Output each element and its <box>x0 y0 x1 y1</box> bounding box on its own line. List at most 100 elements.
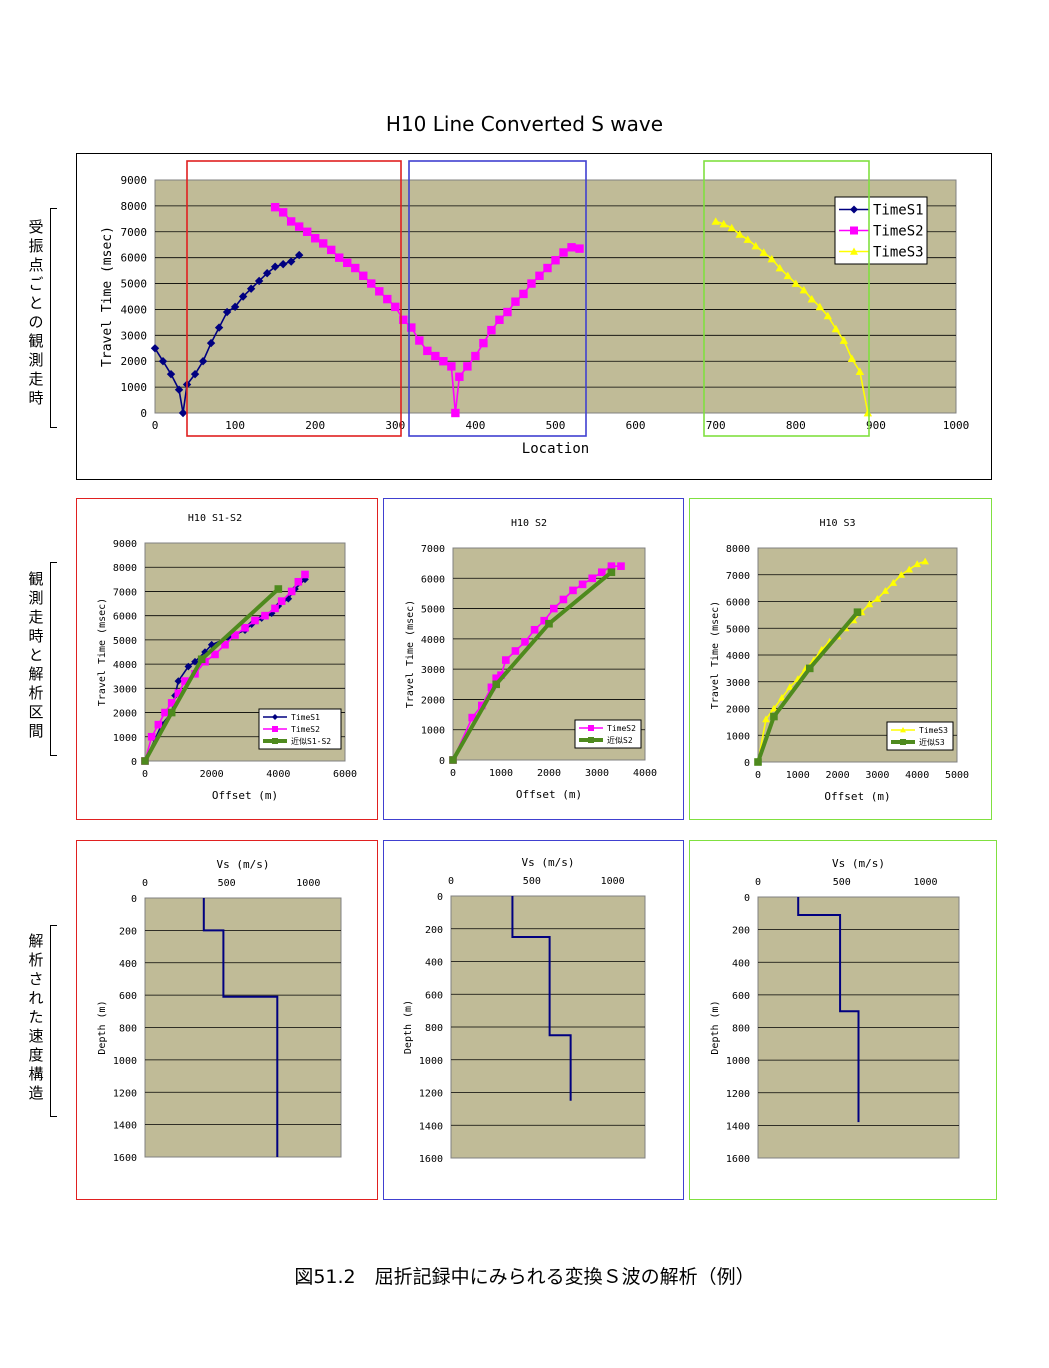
legend-label: TimeS2 <box>607 724 636 733</box>
y-tick-label: 1000 <box>726 1056 750 1067</box>
legend-label: TimeS3 <box>873 245 924 261</box>
data-point <box>383 294 392 304</box>
data-point <box>415 336 424 345</box>
x-tick-label: 3000 <box>865 770 889 781</box>
x-tick-label: 400 <box>465 419 485 432</box>
y-tick-label: 1400 <box>726 1121 750 1132</box>
x-tick-label: 1000 <box>913 877 937 888</box>
data-point <box>367 279 376 288</box>
data-point <box>569 586 577 595</box>
data-point <box>527 279 536 288</box>
series-TimeS2 <box>270 202 584 418</box>
data-point <box>230 302 240 312</box>
data-point <box>535 271 544 280</box>
data-point <box>274 585 283 593</box>
data-point <box>181 677 189 685</box>
data-point <box>743 235 752 243</box>
data-point <box>178 408 188 418</box>
data-point <box>190 369 200 379</box>
data-point <box>147 732 156 741</box>
data-point <box>770 712 778 721</box>
data-point <box>241 623 249 632</box>
velocity-profile-line <box>202 898 279 1157</box>
data-point <box>767 254 776 263</box>
data-point <box>251 616 259 625</box>
data-point <box>335 253 344 262</box>
y-tick-label: 6000 <box>421 574 445 585</box>
y-tick-label: 0 <box>439 756 445 767</box>
x-tick-label: 5000 <box>945 770 969 781</box>
data-point <box>762 715 770 723</box>
y-tick-label: 0 <box>131 757 137 768</box>
data-point <box>311 234 320 243</box>
y-tick-label: 1000 <box>113 733 137 744</box>
legend-marker <box>850 205 858 214</box>
data-point <box>839 336 849 344</box>
data-point <box>847 354 857 362</box>
y-tick-label: 1600 <box>726 1154 750 1165</box>
data-point <box>294 577 303 586</box>
series-TimeS1 <box>150 250 304 418</box>
y-tick-label: 8000 <box>121 200 148 213</box>
data-point <box>246 284 256 293</box>
y-tick-label: 1600 <box>113 1153 137 1164</box>
x-axis-title: Offset (m) <box>824 790 890 803</box>
y-tick-label: 400 <box>425 958 443 969</box>
x-tick-label: 2000 <box>200 769 224 780</box>
data-point <box>853 608 862 616</box>
data-point <box>863 408 873 417</box>
x-tick-label: 500 <box>218 878 236 889</box>
data-point <box>495 315 504 324</box>
x-tick-label: 4000 <box>905 770 929 781</box>
y-tick-label: 4000 <box>726 651 750 662</box>
y-tick-label: 0 <box>437 892 443 903</box>
y-tick-label: 1000 <box>726 731 750 742</box>
y-axis-title: Travel Time (msec) <box>710 601 721 709</box>
y-tick-label: 3000 <box>726 678 750 689</box>
data-point <box>873 595 882 602</box>
series-line <box>756 610 860 763</box>
y-tick-label: 0 <box>744 893 750 904</box>
y-axis-title: Travel Time (msec) <box>100 226 115 367</box>
data-point <box>463 362 472 371</box>
data-point <box>543 263 552 273</box>
y-tick-label: 2000 <box>421 695 445 706</box>
chart-title: H10 S3 <box>819 518 855 529</box>
panel-frame-vs2 <box>383 840 684 1200</box>
data-point <box>191 657 199 666</box>
y-axis-title: Travel Time (msec) <box>97 598 108 706</box>
panel-frame-vs1 <box>76 840 378 1200</box>
velocity-profile-line <box>797 897 860 1123</box>
data-point <box>607 568 616 577</box>
y-tick-label: 1000 <box>121 381 148 394</box>
x-tick-label: 1000 <box>786 770 810 781</box>
y-tick-label: 8000 <box>113 563 137 574</box>
chart-main: 0 1000 2000 3000 4000 5000 6000 7000 8000 9000 0 10… <box>100 174 969 457</box>
section-box-s2 <box>408 160 587 437</box>
data-point <box>487 683 496 692</box>
data-point <box>302 227 312 236</box>
data-point <box>511 297 520 306</box>
x-tick-label: 1000 <box>601 876 625 887</box>
y-tick-label: 5000 <box>421 605 445 616</box>
data-point <box>759 248 768 256</box>
x-tick-label: 700 <box>706 419 726 432</box>
data-point <box>319 239 328 248</box>
y-tick-label: 6000 <box>726 598 750 609</box>
legend-marker <box>900 739 906 745</box>
main-chart-frame <box>76 153 992 480</box>
legend: TimeS2 近似S2 <box>574 719 642 749</box>
data-point <box>286 217 296 226</box>
data-point <box>559 248 568 257</box>
x-axis-title: Vs (m/s) <box>217 858 270 871</box>
data-point <box>161 708 169 717</box>
y-tick-label: 0 <box>131 894 137 905</box>
legend: TimeS1 TimeS2 近似S1-S2 <box>258 708 342 750</box>
x-axis-title: Offset (m) <box>212 789 278 802</box>
data-point <box>286 257 296 266</box>
x-axis-title: Vs (m/s) <box>522 856 575 869</box>
legend-label: TimeS2 <box>873 224 924 240</box>
x-tick-label: 300 <box>385 419 405 432</box>
chart-s1s2: 0 1000 2000 3000 4000 5000 6000 7000 8000 9000 0 20… <box>97 513 357 802</box>
data-point <box>881 587 890 594</box>
